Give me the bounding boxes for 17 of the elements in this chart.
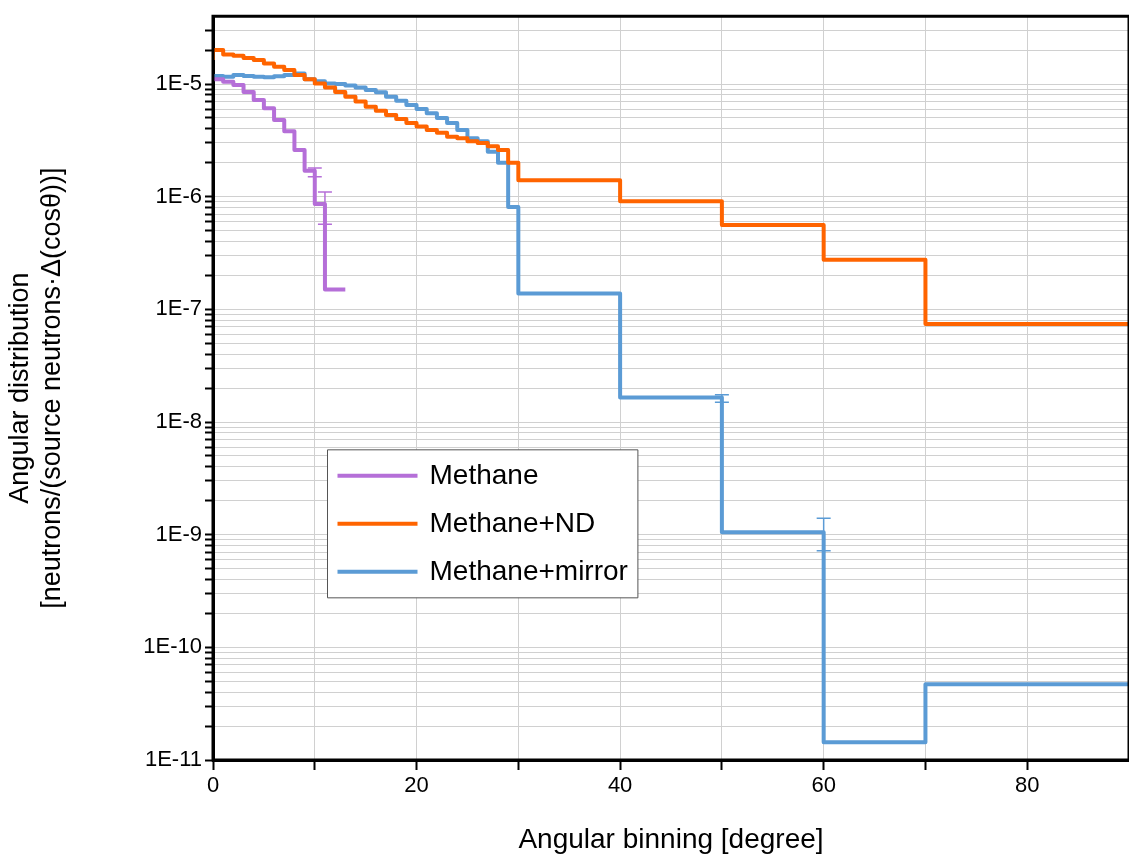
y-tick-label: 1E-9 bbox=[155, 520, 202, 546]
y-tick-label: 1E-8 bbox=[155, 408, 202, 434]
x-tick-label: 80 bbox=[1014, 772, 1040, 798]
y-axis-title: Angular distribution [neutrons/(source neutrons·Δ(cosθ))] bbox=[3, 167, 67, 609]
legend-label: Methane bbox=[429, 458, 539, 490]
x-tick-label: 40 bbox=[607, 772, 633, 798]
y-tick-label: 1E-7 bbox=[155, 295, 202, 321]
y-tick-label: 1E-11 bbox=[144, 746, 202, 772]
legend-label: Methane+ND bbox=[429, 506, 596, 538]
y-tick-label: 1E-10 bbox=[143, 633, 202, 659]
y-tick-label: 1E-5 bbox=[155, 70, 202, 96]
legend-label: Methane+mirror bbox=[429, 554, 628, 586]
y-tick-label: 1E-6 bbox=[155, 182, 202, 208]
x-tick-label: 0 bbox=[206, 772, 220, 798]
x-tick-label: 20 bbox=[404, 772, 429, 798]
x-tick-label: 60 bbox=[811, 772, 836, 798]
x-axis-title: Angular binning [degree] bbox=[518, 822, 824, 854]
